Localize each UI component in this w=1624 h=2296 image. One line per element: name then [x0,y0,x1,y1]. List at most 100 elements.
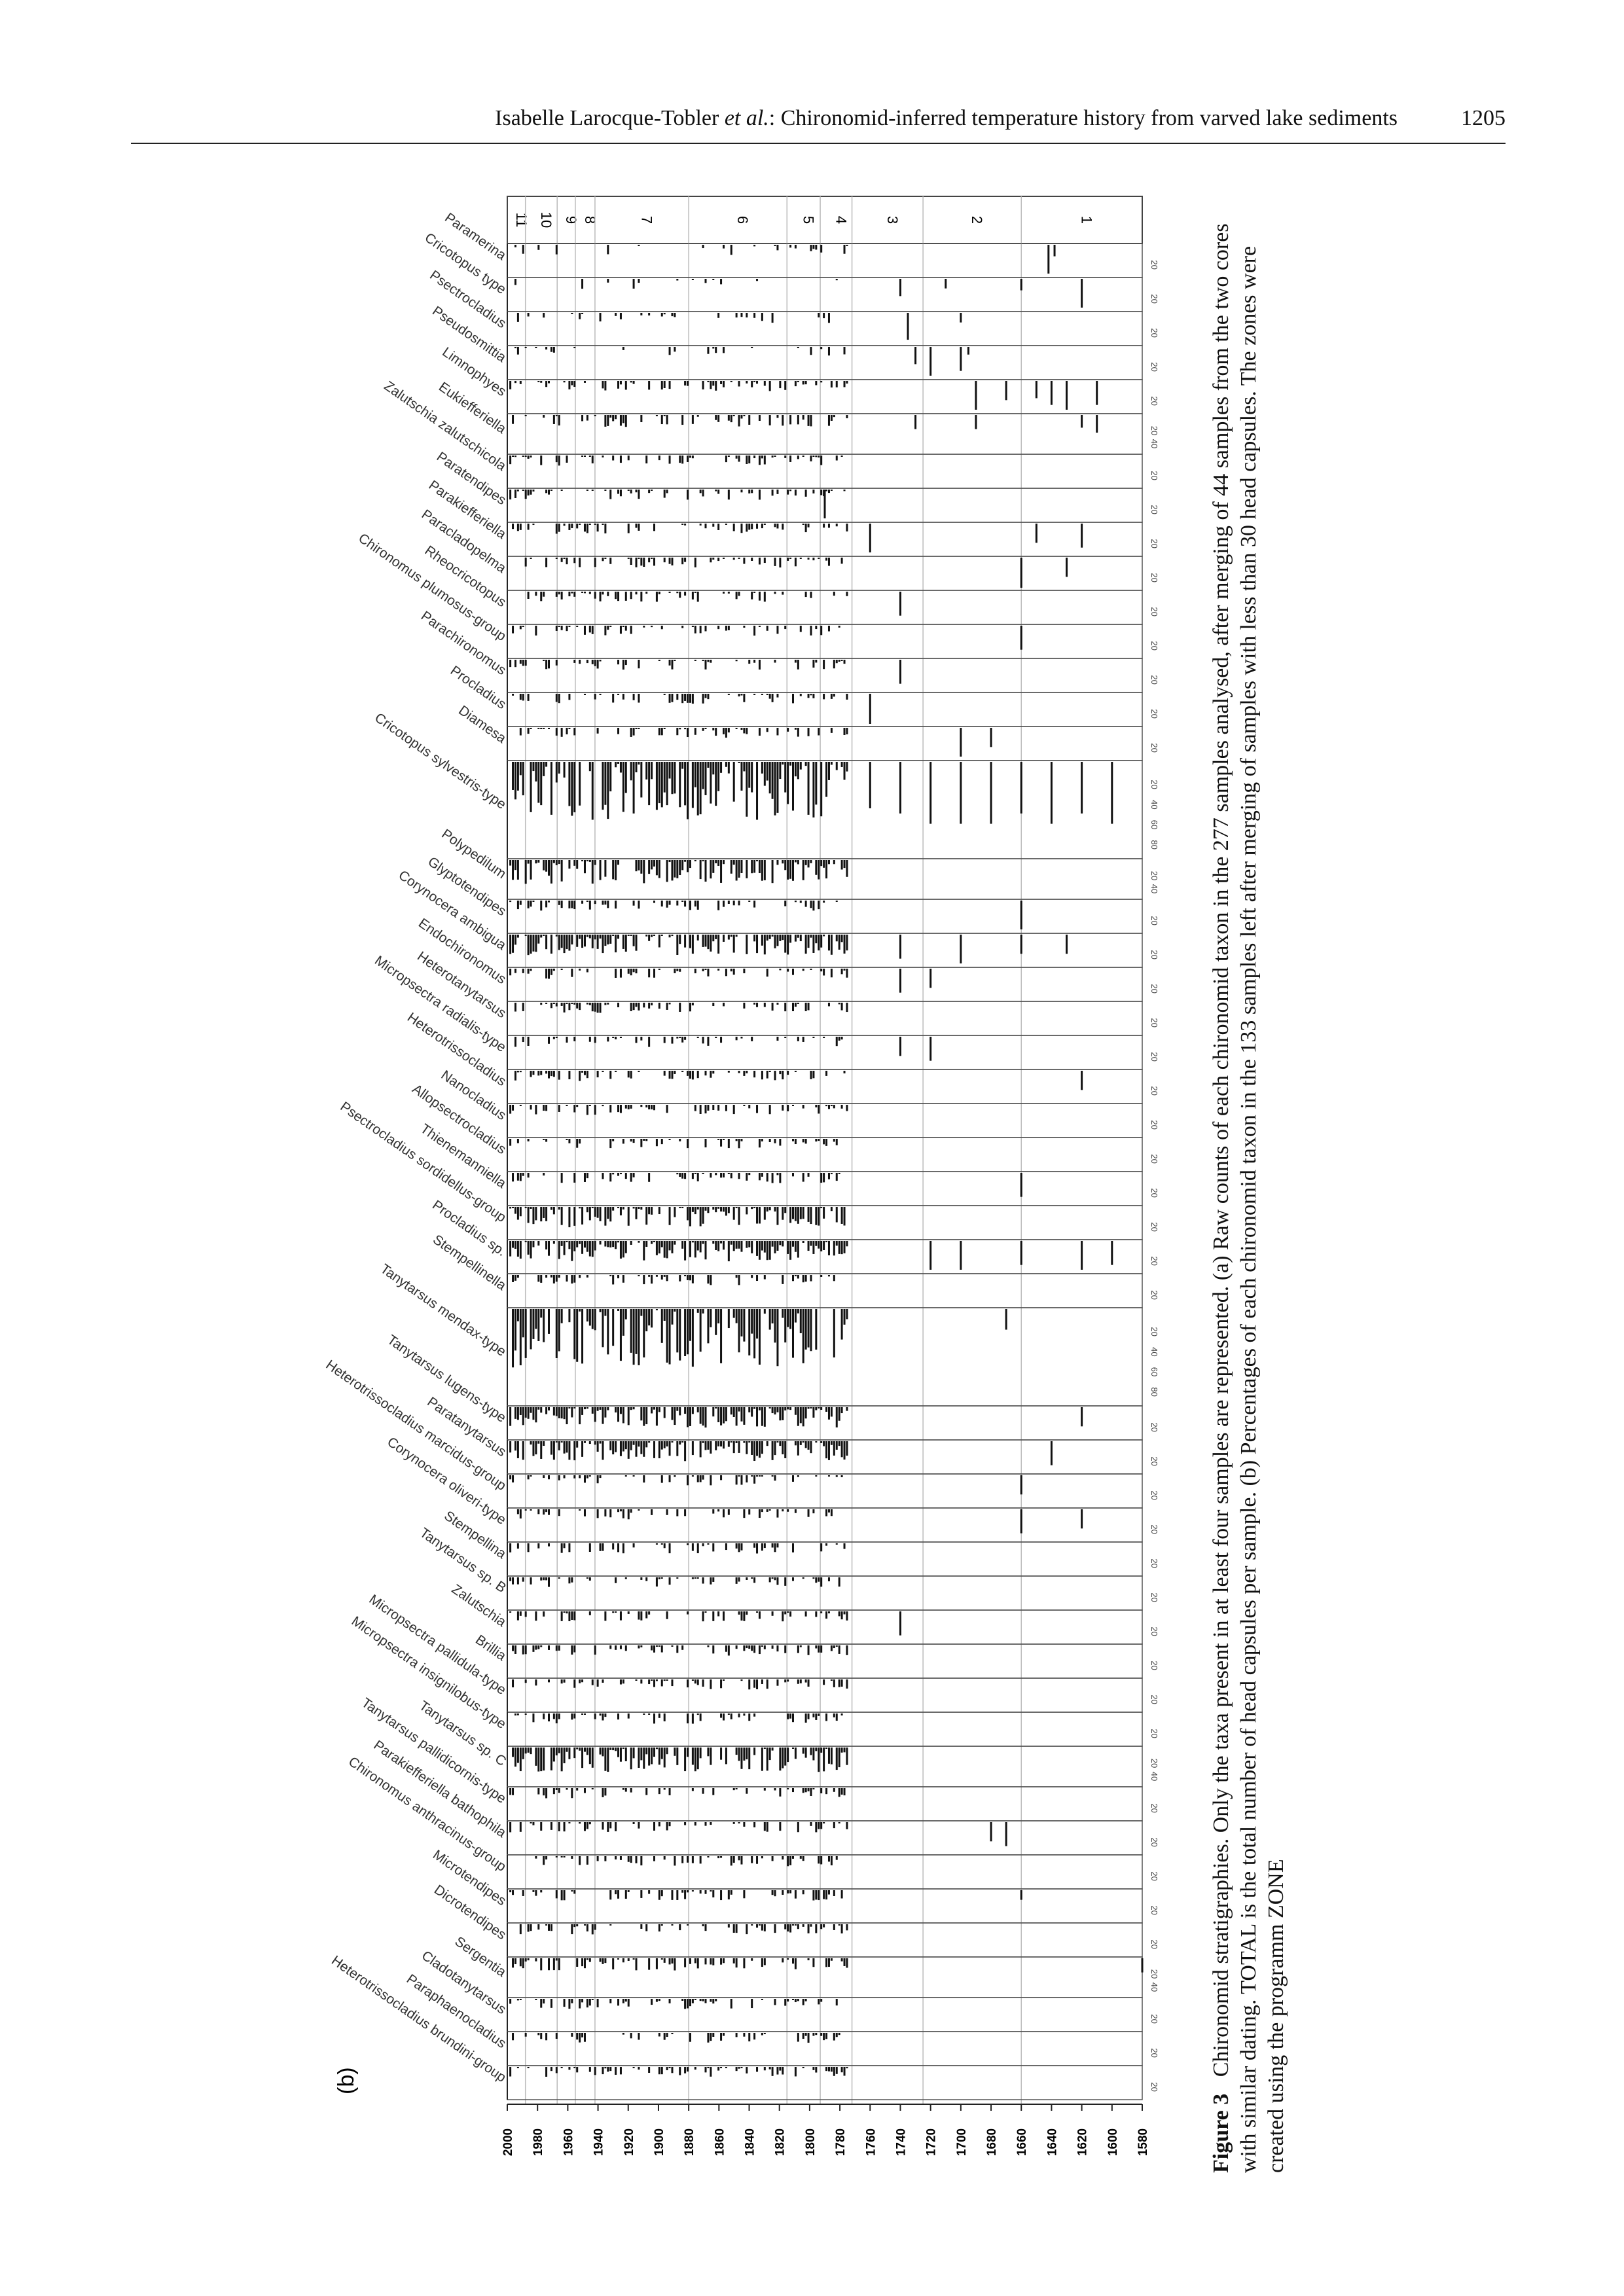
figure-caption: Figure 3 Chironomid stratigraphies. Only… [1208,209,1290,2173]
year-tick-label: 1820 [774,2128,787,2156]
year-tick-label: 1840 [744,2128,757,2156]
scale-label: 20 [1149,294,1159,303]
scale-label: 20 [1149,1524,1159,1534]
scale-label: 20 [1149,1222,1159,1231]
scale-label: 20 [1149,1939,1159,1948]
taxon-panel [507,1103,1143,1138]
scale-label: 20 [1149,916,1159,925]
scale-label: 20 [1149,426,1159,435]
scale-label: 40 [1149,439,1159,448]
scale-label: 20 [1149,1086,1159,1095]
year-tick-label: 1880 [683,2128,696,2156]
taxon-panel [507,624,1143,659]
scale-label: 20 [1149,743,1159,752]
scale-label: 60 [1149,820,1159,829]
zone-strip [507,196,1143,244]
scale-label: 20 [1149,780,1159,789]
taxon-label: Rheocricotopus [422,543,509,611]
header-rule [131,143,1506,144]
scale-label: 20 [1149,1558,1159,1568]
scale-label: 40 [1149,1982,1159,1992]
taxon-label: Heterotrissocladius brundini-group [329,1953,509,2085]
year-tick-label: 1620 [1076,2128,1090,2156]
scale-label: 20 [1149,984,1159,993]
scale-label: 20 [1149,1660,1159,1670]
zone-label: 7 [639,216,655,224]
scale-label: 20 [1149,1256,1159,1265]
year-tick-label: 1680 [985,2128,999,2156]
year-tick-label: 1860 [713,2128,727,2156]
scale-label: 20 [1149,950,1159,959]
scale-label: 20 [1149,539,1159,548]
scale-label: 20 [1149,1905,1159,1914]
zone-label: 3 [884,216,901,224]
scale-label: 40 [1149,800,1159,809]
scale-label: 20 [1149,1759,1159,1768]
scale-label: 40 [1149,884,1159,893]
scale-label: 20 [1149,641,1159,650]
year-tick-label: 1580 [1136,2128,1150,2156]
taxon-panel [507,556,1143,591]
scale-label: 20 [1149,675,1159,684]
header-etal: et al. [724,106,769,130]
scale-label: 20 [1149,1120,1159,1129]
taxon-panel [507,1643,1143,1679]
year-tick-label: 2000 [501,2128,515,2156]
taxon-panel [507,1997,1143,2032]
caption-label: Figure 3 [1209,2093,1233,2173]
year-tick-label: 1920 [623,2128,636,2156]
taxon-panel [507,1507,1143,1543]
header-title: : Chironomid-inferred temperature histor… [768,106,1398,130]
taxon-panel [507,454,1143,489]
scale-label: 20 [1149,1695,1159,1704]
scale-label: 20 [1149,1803,1159,1812]
scale-label: 20 [1149,1188,1159,1197]
year-tick-label: 1980 [532,2128,545,2156]
zone-label: 9 [563,216,579,224]
zone-label: 6 [734,216,751,224]
year-tick-label: 1600 [1106,2128,1120,2156]
scale-label: 20 [1149,260,1159,269]
zone-label: 1 [1079,216,1095,224]
taxon-label: Brillia [473,1632,509,1664]
zone-label: 8 [582,216,598,224]
zone-label: 5 [801,216,817,224]
year-tick-label: 1740 [894,2128,908,2156]
year-tick-label: 1960 [562,2128,575,2156]
zone-label: 11 [513,213,530,228]
scale-label: 20 [1149,1456,1159,1465]
scale-label: 40 [1149,1772,1159,1781]
year-tick-label: 1800 [804,2128,818,2156]
header-author: Isabelle Larocque-Tobler [495,106,719,130]
taxon-panel [507,277,1143,312]
taxon-label: Heterotrissocladius marcidus-group [323,1357,509,1494]
taxon-panel [507,1069,1143,1104]
taxon-panel [507,1001,1143,1036]
zone-label: 10 [538,212,554,228]
zone-label: 4 [833,216,849,224]
zone-label: 2 [969,216,985,224]
year-tick-label: 1700 [955,2128,969,2156]
scale-label: 20 [1149,1969,1159,1979]
scale-label: 20 [1149,1729,1159,1738]
scale-label: 20 [1149,1422,1159,1431]
taxon-panel [507,243,1143,278]
scale-label: 20 [1149,1327,1159,1336]
scale-label: 20 [1149,362,1159,371]
taxon-panel [507,1473,1143,1509]
scale-label: 20 [1149,1052,1159,1061]
scale-label: 20 [1149,1837,1159,1846]
caption-text: Chironomid stratigraphies. Only the taxa… [1209,223,1288,2173]
scale-label: 20 [1149,1154,1159,1163]
scale-label: 20 [1149,607,1159,616]
scale-label: 20 [1149,2048,1159,2057]
scale-label: 20 [1149,1490,1159,1499]
year-tick-label: 1660 [1015,2128,1029,2156]
taxon-panel [507,590,1143,625]
scale-label: 40 [1149,1347,1159,1356]
scale-label: 20 [1149,1290,1159,1299]
scale-label: 20 [1149,709,1159,718]
taxon-panel [507,1273,1143,1308]
